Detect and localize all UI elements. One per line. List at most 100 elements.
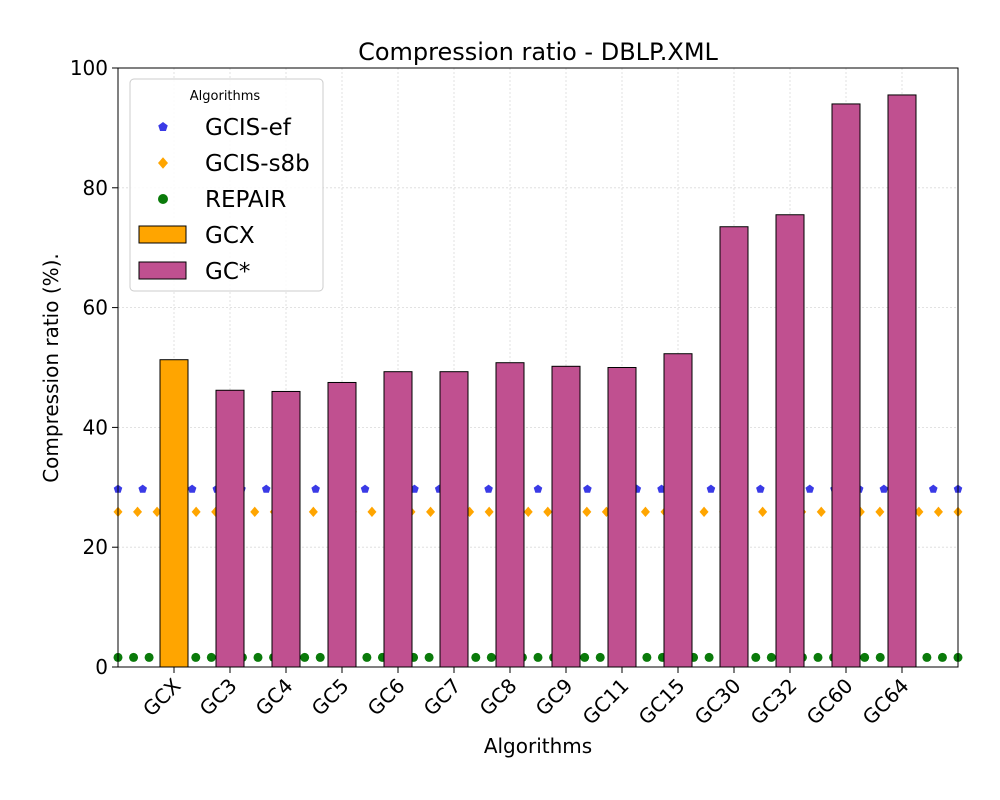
series-point [360,484,370,493]
x-tick-label: GC8 [475,674,522,721]
y-tick-label: 80 [83,176,108,200]
chart-title: Compression ratio - DBLP.XML [358,38,718,66]
series-point [805,484,815,493]
series-point [813,652,823,662]
series-point [484,506,494,518]
x-axis-title: Algorithms [484,734,592,758]
legend-entry-gcx: GCX [138,223,255,249]
series-point [533,484,543,493]
series-point [261,484,271,493]
legend-marker [158,157,168,169]
x-axis: GCX GC3 GC4 GC5 GC6 GC7 GC8 GC9 GC11 GC15 GC30 GC32… [138,667,914,730]
legend-label: GCX [205,223,255,249]
series-point [367,506,377,518]
series-point [706,484,716,493]
series-point [253,652,263,662]
legend-entry-gcis-s8b: GCIS-s8b [158,151,310,177]
series-point [533,652,543,662]
legend-title: Algorithms [190,89,261,104]
series-point [875,506,885,518]
x-tick-label: GC60 [802,674,858,730]
x-tick-label: GC32 [746,674,802,730]
legend-swatch [138,225,187,244]
x-tick-label: GC4 [251,674,298,721]
series-point [311,484,320,493]
series-point [879,484,889,493]
series-point [300,652,310,662]
series-point [914,506,924,518]
y-tick-label: 60 [83,296,108,320]
series-point [308,506,318,518]
series-point [129,652,139,662]
y-tick-label: 0 [95,655,108,679]
y-axis: 0 20 40 60 80 100 [70,56,118,679]
series-point [766,652,776,662]
series-point [922,652,932,662]
legend-marker [158,122,168,132]
series-point [138,484,147,493]
series-point [144,652,154,662]
y-tick-label: 100 [70,56,108,80]
series-point [756,484,765,493]
series-point [426,506,436,518]
series-point [250,506,260,518]
x-tick-label: GC5 [307,674,354,721]
x-tick-label: GC11 [578,674,634,730]
bar-gc32 [775,214,805,668]
series-point [758,506,768,518]
bar-gc11 [607,367,637,668]
series-point [580,652,590,662]
series-point [187,484,197,493]
legend-label: GC* [205,259,250,285]
bar-gc7 [439,371,469,668]
series-point [875,652,885,662]
bar-gc30 [719,226,749,668]
series-point [933,506,943,518]
series-repair [113,652,963,662]
series-point [816,506,826,518]
legend-marker [158,194,168,204]
series-point [133,506,143,518]
series-point [860,652,870,662]
legend-label: GCIS-ef [205,115,292,141]
legend-label: GCIS-s8b [205,151,310,177]
legend-entry-repair: REPAIR [158,187,286,213]
y-axis-title: Compression ratio (%). [39,253,63,483]
legend-entry-gcis-ef: GCIS-ef [158,115,292,141]
series-point [642,652,652,662]
series-point [751,652,761,662]
bar-gc9 [551,365,581,668]
plot-frame [117,67,959,668]
bar-gc5 [327,381,357,668]
series-point [699,506,709,518]
series-point [362,652,372,662]
legend-label: REPAIR [205,187,286,213]
series-point [486,652,496,662]
bar-series [159,94,917,668]
series-point [191,652,201,662]
y-tick-label: 20 [83,535,108,559]
reference-series [113,484,963,662]
series-point [191,506,201,518]
series-point [484,484,493,493]
x-tick-label: GC7 [419,674,466,721]
legend: Algorithms GCIS-ef GCIS-s8b REPAIR GCX GC* [129,78,324,292]
series-point [424,652,434,662]
series-point [937,652,947,662]
bar-gc64 [887,94,917,668]
series-point [929,484,938,493]
series-point [543,506,553,518]
x-tick-label: GCX [138,673,186,721]
series-point [582,506,592,518]
series-point [704,652,714,662]
series-point [152,506,162,518]
series-point [523,506,533,518]
y-tick-label: 40 [83,415,108,439]
legend-entry-gcstar: GC* [138,259,250,285]
bar-gc60 [831,103,861,668]
bar-gc15 [663,353,693,668]
x-tick-label: GC9 [531,674,578,721]
x-tick-label: GC30 [690,674,746,730]
series-point [640,506,650,518]
